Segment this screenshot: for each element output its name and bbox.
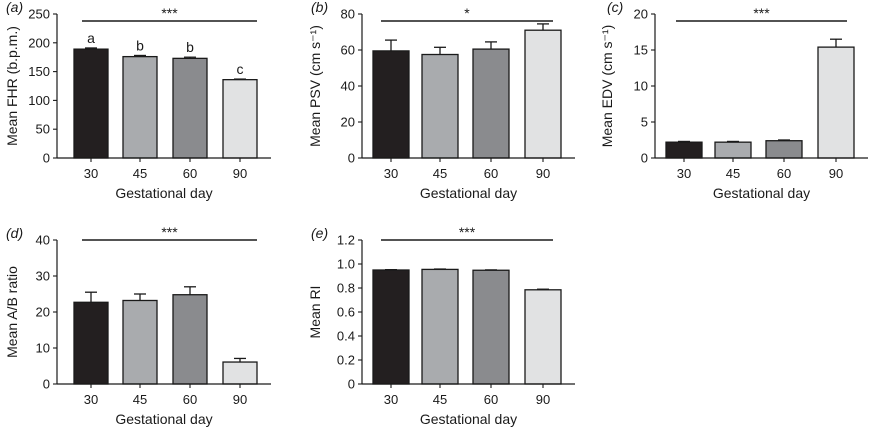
y-tick-label: 20 xyxy=(634,7,648,22)
y-axis-title: Mean A/B ratio xyxy=(4,266,20,358)
chart-panel: (d) *** 0 10 20 30 40 30 45 60 90 Gestational day Me… xyxy=(4,224,271,427)
y-tick-label: 30 xyxy=(36,269,50,284)
chart-panel: (b) * 0 20 40 60 80 30 45 60 90 Gestational day Mean… xyxy=(307,0,575,201)
x-tick-label: 30 xyxy=(677,166,691,181)
y-axis-title: Mean EDV (cm s⁻¹) xyxy=(599,25,615,148)
x-axis-title: Gestational day xyxy=(420,185,517,201)
y-tick-label: 200 xyxy=(28,35,50,50)
panel-label: (b) xyxy=(311,0,328,15)
bar xyxy=(472,269,510,385)
x-tick-label: 30 xyxy=(84,166,98,181)
y-tick-label: 1.0 xyxy=(337,257,355,272)
x-axis-title: Gestational day xyxy=(115,185,212,201)
y-tick-label: 250 xyxy=(28,7,50,22)
y-tick-label: 0.4 xyxy=(337,329,355,344)
y-axis-title: Mean RI xyxy=(307,286,323,339)
x-tick-label: 60 xyxy=(484,392,498,407)
x-axis-title: Gestational day xyxy=(713,185,810,201)
significance-label: * xyxy=(464,5,470,21)
panel-label: (e) xyxy=(311,225,328,241)
panel-label: (d) xyxy=(6,225,23,241)
y-tick-label: 0 xyxy=(348,151,355,166)
x-tick-label: 30 xyxy=(384,166,398,181)
y-tick-label: 20 xyxy=(341,115,355,130)
y-tick-label: 50 xyxy=(36,122,50,137)
x-tick-label: 45 xyxy=(433,392,447,407)
y-tick-label: 0.6 xyxy=(337,305,355,320)
x-axis-title: Gestational day xyxy=(115,411,212,427)
bar xyxy=(372,50,410,159)
y-tick-label: 150 xyxy=(28,64,50,79)
y-tick-label: 40 xyxy=(341,79,355,94)
y-axis-title: Mean PSV (cm s⁻¹) xyxy=(307,25,323,147)
significance-label: *** xyxy=(161,224,178,240)
significance-letter: b xyxy=(186,39,194,55)
y-tick-label: 40 xyxy=(36,233,50,248)
bar xyxy=(172,57,208,159)
significance-letter: c xyxy=(237,61,244,77)
bar xyxy=(421,53,459,159)
x-tick-label: 60 xyxy=(484,166,498,181)
bar xyxy=(524,289,562,385)
x-tick-label: 60 xyxy=(183,392,197,407)
chart-panel: (a) *** a b b c 0 50 100 150 200 250 30 45 60 90 Gestati… xyxy=(4,0,271,201)
x-tick-label: 90 xyxy=(233,392,247,407)
chart-panel: (c) *** 0 5 10 15 20 30 45 60 90 Gestational day Mea… xyxy=(599,0,868,201)
x-tick-label: 90 xyxy=(233,166,247,181)
y-axis-title: Mean FHR (b.p.m.) xyxy=(4,26,20,146)
bar xyxy=(421,268,459,385)
x-tick-label: 45 xyxy=(133,392,147,407)
y-tick-label: 80 xyxy=(341,7,355,22)
y-tick-label: 15 xyxy=(634,43,648,58)
y-tick-label: 0 xyxy=(348,377,355,392)
bar xyxy=(122,55,158,159)
bar xyxy=(222,361,258,385)
significance-letter: b xyxy=(136,37,144,53)
bar xyxy=(714,141,752,159)
y-tick-label: 20 xyxy=(36,305,50,320)
x-tick-label: 45 xyxy=(726,166,740,181)
bar xyxy=(472,48,510,159)
y-tick-label: 0.8 xyxy=(337,281,355,296)
y-tick-label: 5 xyxy=(641,115,648,130)
y-tick-label: 0 xyxy=(43,151,50,166)
chart-panel: (e) *** 0 0.2 0.4 0.6 0.8 1.0 1.2 30 45 60 90 Gestati… xyxy=(307,224,575,427)
x-tick-label: 30 xyxy=(84,392,98,407)
x-tick-label: 45 xyxy=(133,166,147,181)
x-axis-title: Gestational day xyxy=(420,411,517,427)
bar xyxy=(765,140,803,159)
bar xyxy=(524,29,562,159)
y-tick-label: 0.2 xyxy=(337,353,355,368)
y-tick-label: 0 xyxy=(641,151,648,166)
bar xyxy=(122,299,158,385)
x-tick-label: 90 xyxy=(536,166,550,181)
significance-letter: a xyxy=(87,30,95,46)
significance-label: *** xyxy=(161,5,178,21)
x-tick-label: 60 xyxy=(777,166,791,181)
bar xyxy=(222,79,258,159)
panel-label: (a) xyxy=(6,0,23,15)
bar xyxy=(73,301,109,385)
bar xyxy=(665,141,703,159)
significance-label: *** xyxy=(459,224,476,240)
x-tick-label: 30 xyxy=(384,392,398,407)
significance-label: *** xyxy=(753,5,770,21)
x-tick-label: 90 xyxy=(829,166,843,181)
y-tick-label: 0 xyxy=(43,377,50,392)
panel-label: (c) xyxy=(607,0,623,15)
x-tick-label: 45 xyxy=(433,166,447,181)
y-tick-label: 1.2 xyxy=(337,233,355,248)
bar xyxy=(817,46,855,159)
y-tick-label: 10 xyxy=(36,341,50,356)
y-tick-label: 60 xyxy=(341,43,355,58)
bar xyxy=(372,269,410,385)
y-tick-label: 100 xyxy=(28,93,50,108)
x-tick-label: 60 xyxy=(183,166,197,181)
y-tick-label: 10 xyxy=(634,79,648,94)
x-tick-label: 90 xyxy=(536,392,550,407)
bar xyxy=(73,48,109,159)
bar xyxy=(172,294,208,385)
